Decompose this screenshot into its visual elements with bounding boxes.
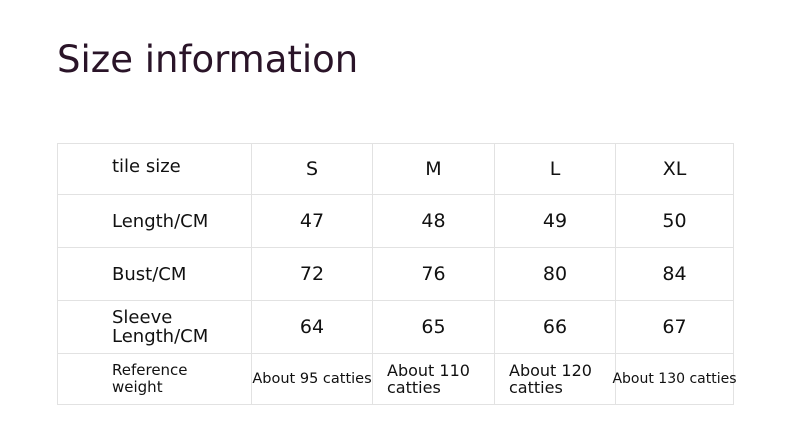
table-cell: 47 — [251, 194, 373, 248]
table-cell: 48 — [372, 194, 495, 248]
cell-text: 65 — [421, 316, 446, 338]
header-cell: L — [494, 143, 616, 195]
cell-text: 80 — [542, 263, 568, 285]
table-cell: About 120 catties — [494, 353, 616, 405]
table-cell: Bust/CM — [57, 247, 252, 301]
cell-text: About 110 catties — [387, 361, 470, 397]
cell-text: 72 — [299, 263, 325, 285]
cell-text: 48 — [421, 210, 446, 232]
cell-text: S — [305, 158, 319, 180]
cell-text: 84 — [662, 263, 687, 285]
table-cell: 67 — [615, 300, 734, 354]
table-cell: 76 — [372, 247, 495, 301]
header-cell: tile size — [57, 143, 252, 195]
cell-text: About 95 catties — [252, 371, 372, 387]
table-cell: 66 — [494, 300, 616, 354]
cell-text: M — [425, 158, 442, 180]
table-cell: 50 — [615, 194, 734, 248]
cell-text: About 130 catties — [612, 371, 737, 387]
cell-text: Bust/CM — [112, 263, 187, 285]
table-cell: 49 — [494, 194, 616, 248]
table-cell: About 95 catties — [251, 353, 373, 405]
cell-text: 76 — [421, 263, 446, 285]
table-cell: 64 — [251, 300, 373, 354]
cell-text: About 120 catties — [509, 361, 592, 397]
table-cell: About 110 catties — [372, 353, 495, 405]
cell-text: Sleeve Length/CM — [112, 307, 209, 347]
cell-text: 47 — [299, 210, 325, 232]
table-cell: Reference weight — [57, 353, 252, 405]
table-cell: About 130 catties — [612, 353, 737, 405]
cell-text: 64 — [299, 316, 325, 338]
cell-text: 49 — [542, 210, 568, 232]
cell-text: tile size — [112, 155, 181, 177]
header-cell: S — [251, 143, 373, 195]
cell-text: XL — [662, 158, 687, 180]
cell-text: 67 — [662, 316, 687, 338]
table-cell: Length/CM — [57, 194, 252, 248]
table-cell: 84 — [615, 247, 734, 301]
header-cell: M — [372, 143, 495, 195]
cell-text: 50 — [662, 210, 687, 232]
cell-text: Reference weight — [112, 361, 188, 396]
cell-text: 66 — [542, 316, 568, 338]
page-title: Size information — [57, 38, 359, 81]
table-cell: 80 — [494, 247, 616, 301]
table-cell: 65 — [372, 300, 495, 354]
table-cell: Sleeve Length/CM — [57, 300, 252, 354]
table-cell: 72 — [251, 247, 373, 301]
header-cell: XL — [615, 143, 734, 195]
cell-text: Length/CM — [112, 210, 209, 232]
cell-text: L — [549, 158, 561, 180]
